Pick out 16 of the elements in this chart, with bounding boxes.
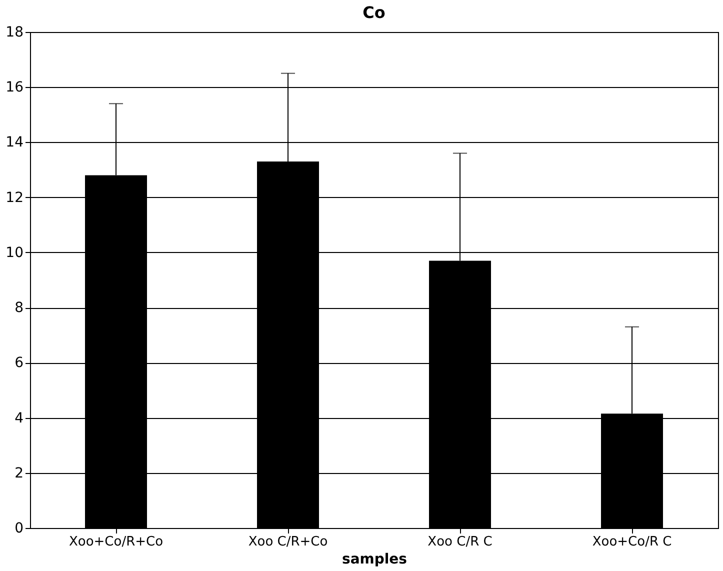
chart-title: Co [362, 3, 386, 22]
y-tick-label: 12 [6, 190, 24, 206]
x-tick-label: Xoo+Co/R+Co [68, 534, 164, 550]
y-tick-label: 14 [6, 134, 24, 151]
y-tick-label: 8 [14, 300, 24, 316]
x-tick-label: Xoo C/R C [428, 534, 492, 550]
y-tick-label: 18 [6, 24, 24, 40]
x-tick-label: Xoo C/R+Co [248, 534, 328, 550]
y-tick-label: 2 [14, 465, 24, 482]
y-tick-label: 10 [6, 244, 24, 261]
y-tick-label: 6 [14, 355, 24, 372]
y-tick-label: 4 [14, 410, 24, 426]
x-tick-label: Xoo+Co/R C [592, 534, 672, 550]
y-tick-label: 0 [14, 520, 24, 536]
x-axis-title: samples [342, 552, 408, 568]
y-tick-label: 16 [6, 80, 24, 96]
